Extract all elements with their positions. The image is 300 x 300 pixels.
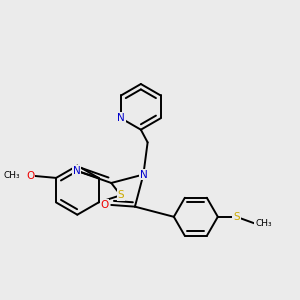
Text: N: N [140,169,147,179]
Text: CH₃: CH₃ [3,171,20,180]
Text: O: O [100,200,109,210]
Text: CH₃: CH₃ [255,219,272,228]
Text: N: N [117,113,125,123]
Text: S: S [233,212,240,222]
Text: S: S [117,190,124,200]
Text: N: N [73,166,80,176]
Text: O: O [26,170,34,181]
